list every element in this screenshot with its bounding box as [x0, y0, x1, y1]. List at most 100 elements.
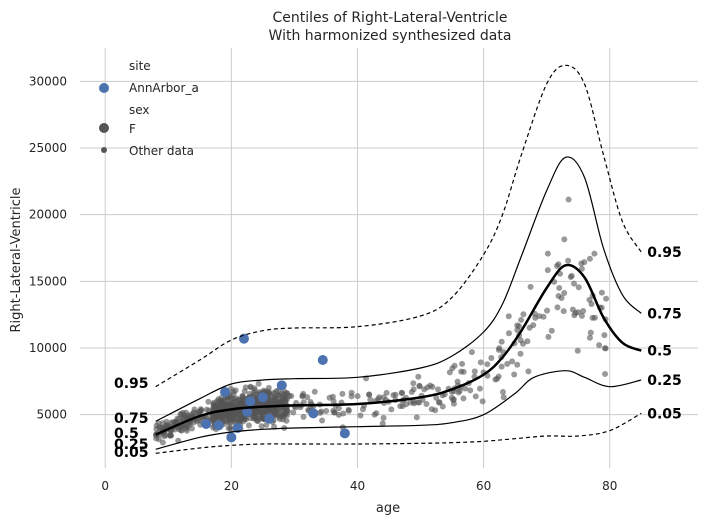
other-data-point — [319, 417, 326, 424]
other-data-point — [460, 395, 467, 402]
other-data-point — [602, 345, 609, 352]
legend-site-entry: AnnArbor_a — [129, 81, 199, 95]
other-data-point — [415, 373, 422, 380]
other-data-point — [413, 414, 420, 421]
other-data-point — [255, 380, 262, 387]
site-data-point — [257, 392, 268, 403]
legend-sex-entry: F — [129, 122, 136, 136]
other-data-point — [380, 394, 387, 401]
other-data-point — [544, 267, 551, 274]
other-data-point — [578, 265, 585, 272]
other-data-point — [591, 250, 598, 257]
other-data-point — [345, 406, 352, 413]
other-data-point — [399, 403, 406, 410]
other-data-point — [556, 284, 563, 291]
other-data-point — [505, 330, 512, 337]
centile-line-0.95 — [155, 64, 642, 388]
other-data-point — [177, 411, 184, 418]
other-data-point — [578, 260, 585, 267]
y-tick-label: 5000 — [36, 408, 67, 422]
other-data-point — [300, 413, 307, 420]
y-axis-label: Right-Lateral-Ventricle — [9, 187, 24, 332]
other-data-point — [326, 394, 333, 401]
other-data-point — [578, 312, 585, 319]
other-data-point — [462, 385, 469, 392]
centile-end-label: 0.95 — [647, 245, 682, 261]
legend-site-title: site — [129, 59, 151, 73]
centile-line-0.25 — [155, 370, 642, 450]
other-data-point — [416, 383, 423, 390]
other-data-point — [331, 409, 338, 416]
other-data-point — [603, 295, 610, 302]
other-data-point — [456, 387, 463, 394]
other-data-point — [548, 327, 555, 334]
other-data-point — [270, 408, 277, 415]
other-data-point — [586, 255, 593, 262]
site-data-point — [213, 420, 224, 431]
other-data-point — [357, 412, 364, 419]
other-data-point — [569, 306, 576, 313]
other-data-point — [245, 422, 252, 429]
other-data-point — [580, 308, 587, 315]
centile-start-label: 0.25 — [114, 437, 149, 453]
other-data-point — [505, 313, 512, 320]
other-data-point — [504, 360, 511, 367]
chart-title: Centiles of Right-Lateral-Ventricle — [273, 10, 508, 26]
other-data-point — [205, 398, 212, 405]
other-data-point — [553, 262, 560, 269]
grid — [80, 48, 698, 468]
x-tick-label: 40 — [350, 479, 365, 493]
other-data-point — [366, 391, 373, 398]
other-data-point — [468, 349, 475, 356]
other-data-point — [156, 424, 163, 431]
axis-ticks: 0 20 40 60 80 5000 10000 15000 20000 25000 30000 — [29, 74, 618, 493]
centile-start-label: 0.5 — [114, 426, 139, 442]
other-data-point — [471, 368, 478, 375]
other-data-point — [380, 414, 387, 421]
other-data-point — [524, 338, 531, 345]
other-data-point — [517, 350, 524, 357]
x-tick-label: 80 — [602, 479, 617, 493]
y-tick-label: 10000 — [29, 341, 67, 355]
chart-subtitle: With harmonized synthesized data — [269, 28, 512, 44]
site-data-point — [245, 396, 256, 407]
other-data-point — [511, 371, 518, 378]
other-data-point — [288, 393, 295, 400]
other-data-point — [526, 324, 533, 331]
other-data-point — [210, 405, 217, 412]
other-data-point — [407, 399, 414, 406]
other-data-point — [304, 394, 311, 401]
other-data-point — [540, 313, 547, 320]
other-data-point — [383, 389, 390, 396]
other-data-point — [375, 396, 382, 403]
other-data-point — [544, 307, 551, 314]
other-data-point — [429, 383, 436, 390]
other-data-point — [435, 386, 442, 393]
other-data-point — [311, 388, 318, 395]
other-data-point — [472, 393, 479, 400]
other-data-point — [219, 414, 226, 421]
other-data-point — [354, 393, 361, 400]
other-data-point — [242, 384, 249, 391]
site-data-point — [276, 380, 287, 391]
x-tick-label: 20 — [224, 479, 239, 493]
centile-line-0.5 — [155, 263, 642, 436]
other-data-point — [514, 361, 521, 368]
other-data-point — [498, 363, 505, 370]
other-data-point — [560, 308, 567, 315]
other-data-point — [477, 359, 484, 366]
legend-other-marker — [101, 147, 107, 153]
other-data-point — [269, 394, 276, 401]
other-data-point — [195, 417, 202, 424]
centile-start-label: 0.05 — [114, 445, 149, 461]
other-data-point — [197, 406, 204, 413]
other-data-point — [460, 368, 467, 375]
other-data-point — [558, 294, 565, 301]
x-tick-label: 0 — [101, 479, 109, 493]
other-data-point — [544, 250, 551, 257]
other-data-point — [554, 304, 561, 311]
other-data-point — [275, 393, 282, 400]
other-data-point — [450, 397, 457, 404]
centile-end-label: 0.25 — [647, 373, 682, 389]
other-data-point — [575, 284, 582, 291]
